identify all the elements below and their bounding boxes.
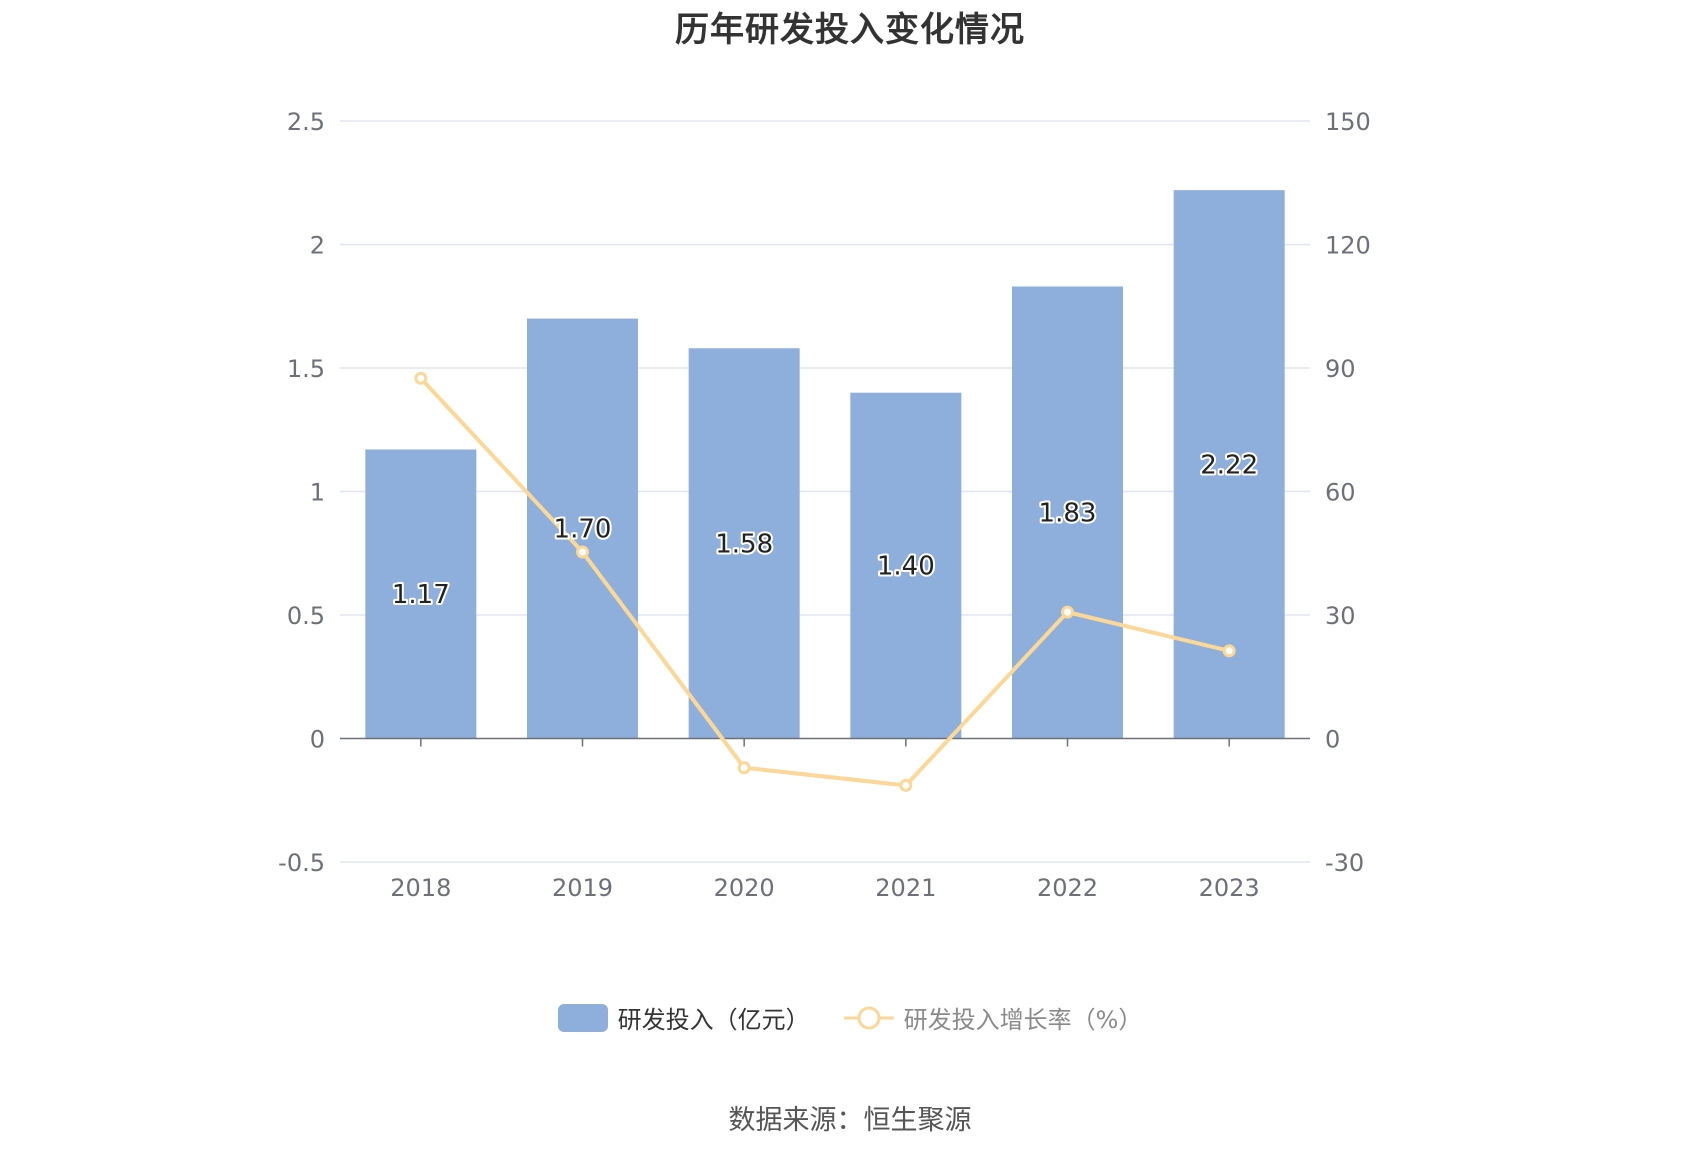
bar-data-label: 1.58 [715,529,773,559]
legend-item-line[interactable]: 研发投入增长率（%） [843,1000,1143,1035]
y-left-tick-label: 1 [310,479,325,507]
growth-rate-point-2020 [737,761,751,775]
x-tick-label: 2019 [552,874,613,902]
bar-2018 [365,449,477,739]
x-tick-label: 2018 [390,874,451,902]
bar-2020 [688,348,800,739]
y-left-tick-label: 0 [310,726,325,754]
axis-layer: -0.5 0 0.5 1 1.5 2 2.5 -30 0 30 60 90 120 150 2018 2019… [278,108,1371,902]
data-label-layer: 1.17 1.70 1.58 1.40 1.83 2.22 [390,448,1260,612]
bar-2019 [527,318,638,739]
legend-label-bar: 研发投入（亿元） [617,1006,810,1034]
chart-canvas: -0.5 0 0.5 1 1.5 2 2.5 -30 0 30 60 90 120 150 2018 2019… [278,108,1371,902]
legend-item-bar[interactable]: 研发投入（亿元） [557,1000,810,1035]
bar-data-label: 1.83 [1039,498,1097,528]
y-right-tick-label: 60 [1325,479,1356,507]
y-right-tick-label: 30 [1325,602,1356,630]
y-left-tick-label: 0.5 [287,602,325,630]
x-tick-label: 2023 [1199,874,1260,902]
chart-title: 历年研发投入变化情况 [675,10,1025,50]
y-right-tick-label: 90 [1325,355,1356,383]
bar-data-label: 1.17 [392,580,450,610]
x-tick-label: 2020 [714,874,775,902]
legend-label-line: 研发投入增长率（%） [903,1006,1143,1034]
growth-rate-point-2021 [899,778,913,792]
growth-rate-point-2023 [1222,644,1236,658]
y-right-tick-label: 0 [1325,726,1340,754]
legend-bar-swatch [557,1003,608,1032]
data-source-note: 数据来源：恒生聚源 [728,1105,972,1136]
y-left-tick-label: -0.5 [278,849,325,877]
y-left-tick-label: 2 [310,232,325,260]
y-right-tick-label: 120 [1325,232,1371,260]
x-tick-label: 2021 [875,874,936,902]
bar-data-label: 1.70 [554,515,612,545]
line-layer [414,371,1236,792]
growth-rate-point-2022 [1061,605,1074,619]
y-right-tick-label: -30 [1325,849,1364,877]
y-left-tick-label: 2.5 [287,108,325,136]
bar-2022 [1012,286,1123,739]
bar-layer [365,190,1285,739]
bar-data-label: 2.22 [1200,450,1258,480]
x-tick-label: 2022 [1037,874,1098,902]
grid-layer [340,120,1310,863]
y-left-tick-label: 1.5 [287,355,325,383]
bar-2021 [850,392,962,739]
growth-rate-point-2019 [576,545,589,559]
bar-data-label: 1.40 [877,552,935,582]
growth-rate-point-2018 [414,371,428,385]
legend-line-swatch [843,1006,894,1029]
y-right-tick-label: 150 [1325,108,1371,136]
legend: 研发投入（亿元） 研发投入增长率（%） [0,1000,1700,1035]
growth-rate-line [419,376,1230,788]
